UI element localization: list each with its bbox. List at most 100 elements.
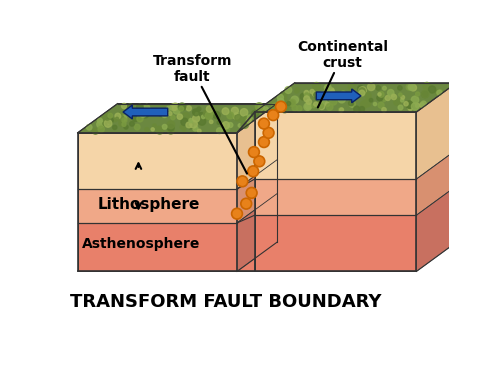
Circle shape [370,99,373,102]
FancyArrow shape [123,105,168,119]
Circle shape [382,98,386,101]
Circle shape [258,108,262,112]
Circle shape [132,116,138,121]
Circle shape [324,88,331,94]
Circle shape [423,82,430,90]
Circle shape [398,93,402,96]
Circle shape [166,106,171,110]
Circle shape [102,115,107,120]
Circle shape [192,115,200,122]
Circle shape [378,102,384,108]
Circle shape [264,107,268,111]
Circle shape [186,122,192,128]
Circle shape [256,103,263,110]
Circle shape [358,86,364,92]
Circle shape [152,124,156,128]
Circle shape [203,115,208,120]
Circle shape [122,123,126,127]
Circle shape [360,107,364,112]
Polygon shape [416,186,457,272]
Polygon shape [237,104,277,189]
Circle shape [243,116,250,123]
Circle shape [179,106,184,111]
Circle shape [398,86,402,90]
Circle shape [156,127,164,134]
Circle shape [326,92,334,100]
Circle shape [377,95,383,101]
Circle shape [406,84,412,90]
Circle shape [376,86,380,90]
Circle shape [192,109,200,116]
Circle shape [365,93,371,99]
Circle shape [98,118,102,123]
Circle shape [410,103,414,107]
Circle shape [213,111,220,119]
Circle shape [304,96,310,102]
Circle shape [122,103,126,109]
Circle shape [364,99,371,107]
Circle shape [342,91,345,94]
Polygon shape [254,215,416,272]
Circle shape [103,122,107,125]
Circle shape [98,126,104,132]
Circle shape [134,110,140,115]
Circle shape [338,108,342,112]
Circle shape [305,103,312,109]
Circle shape [98,121,103,125]
Circle shape [325,102,330,106]
Circle shape [416,92,420,96]
Circle shape [228,123,233,128]
Circle shape [319,93,324,99]
Circle shape [172,103,178,110]
Circle shape [222,108,229,115]
Polygon shape [416,150,457,215]
Circle shape [205,112,212,120]
Circle shape [285,87,292,93]
Circle shape [416,104,420,108]
Circle shape [136,104,143,111]
Circle shape [117,115,124,121]
Circle shape [304,93,310,98]
Polygon shape [78,104,277,133]
Circle shape [348,101,354,106]
Circle shape [126,110,131,116]
Circle shape [116,117,118,120]
Circle shape [435,90,440,94]
Circle shape [160,106,166,111]
Circle shape [170,115,175,120]
Circle shape [422,90,429,98]
Circle shape [187,123,194,129]
Circle shape [190,121,198,128]
Text: Continental
crust: Continental crust [297,40,388,107]
Polygon shape [78,223,237,272]
Circle shape [118,121,124,126]
Circle shape [404,101,408,106]
Circle shape [318,103,324,108]
Circle shape [342,92,346,97]
Circle shape [272,103,279,111]
Circle shape [186,106,192,111]
Circle shape [238,124,242,127]
Circle shape [312,104,316,108]
Circle shape [162,113,167,118]
Circle shape [128,106,132,111]
Circle shape [281,106,288,113]
Circle shape [222,123,225,127]
Circle shape [258,137,270,148]
Circle shape [112,125,117,130]
Circle shape [412,103,418,110]
Circle shape [374,102,376,106]
Circle shape [359,90,365,96]
Circle shape [278,94,283,100]
Circle shape [352,95,356,99]
Text: Asthenosphere: Asthenosphere [82,238,200,252]
Polygon shape [254,179,416,215]
Circle shape [319,104,324,110]
Circle shape [392,94,394,97]
Circle shape [295,88,300,92]
Circle shape [360,101,368,108]
Circle shape [318,102,324,107]
Circle shape [86,124,92,130]
Circle shape [255,106,260,111]
Circle shape [388,90,394,96]
